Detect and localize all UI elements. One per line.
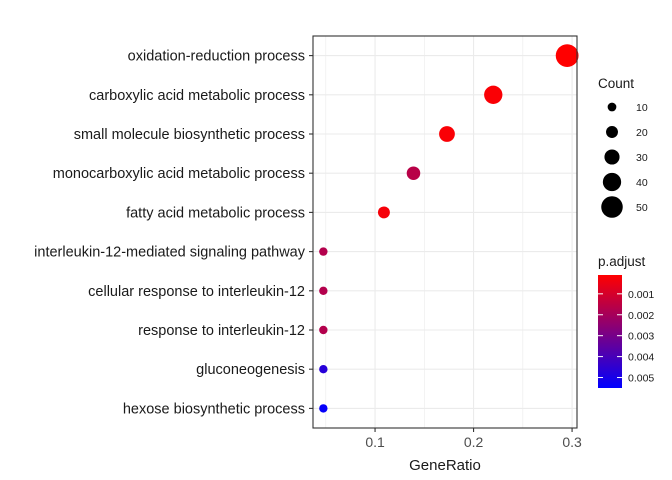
data-point [319,286,328,295]
gridlines [313,36,577,428]
count-legend-key [607,102,617,112]
y-tick-label: oxidation-reduction process [128,49,305,65]
y-tick-label: response to interleukin-12 [138,323,305,339]
y-tick-label: small molecule biosynthetic process [74,127,305,143]
p-adjust-colorbar [598,275,622,388]
count-legend-key [601,196,623,218]
count-legend-label: 30 [636,152,648,164]
x-tick-label: 0.3 [562,434,582,450]
data-points [319,44,579,413]
y-tick-label: interleukin-12-mediated signaling pathwa… [34,245,306,261]
panel-border [312,35,578,429]
data-point [319,365,328,374]
count-legend-label: 20 [636,127,648,139]
x-axis-title: GeneRatio [409,457,481,474]
y-tick-label: fatty acid metabolic process [126,205,305,221]
colorbar-tick-label: 0.004 [628,352,654,364]
data-point [319,404,328,413]
y-tick-label: gluconeogenesis [196,362,305,378]
data-point [484,85,503,104]
y-tick-label: cellular response to interleukin-12 [88,284,305,300]
count-legend-label: 10 [636,102,648,114]
count-legend: Count 10 20 30 40 50 [598,76,648,218]
x-axis: 0.1 0.2 0.3 [365,428,582,450]
data-point [319,247,328,256]
p-adjust-legend: p.adjust 0.001 0.002 0.003 0.004 0.005 [598,254,654,388]
y-tick-label: monocarboxylic acid metabolic process [53,166,305,182]
count-legend-key [604,149,620,165]
y-tick-label: hexose biosynthetic process [123,401,305,417]
data-point [377,206,390,219]
x-tick-label: 0.1 [365,434,385,450]
y-tick-label: carboxylic acid metabolic process [89,88,305,104]
y-axis: oxidation-reduction process carboxylic ac… [34,49,313,417]
colorbar-tick-label: 0.002 [628,310,654,322]
data-point [439,126,455,142]
p-adjust-legend-title: p.adjust [598,254,646,269]
count-legend-label: 40 [636,177,648,189]
count-legend-label: 50 [636,202,648,214]
colorbar-tick-label: 0.003 [628,331,654,343]
data-point [406,166,421,180]
count-legend-key [602,172,622,192]
colorbar-tick-label: 0.001 [628,289,654,301]
data-point [555,44,579,67]
colorbar-tick-label: 0.005 [628,373,654,385]
x-tick-label: 0.2 [464,434,484,450]
count-legend-key [606,126,618,138]
data-point [319,325,328,335]
count-legend-title: Count [598,76,634,91]
